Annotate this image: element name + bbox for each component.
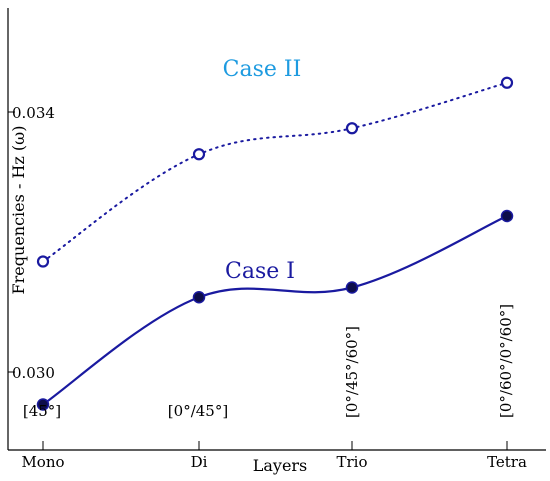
data-point-case-ii bbox=[36, 255, 50, 268]
series-lines bbox=[42, 81, 508, 406]
series-label-case-ii: Case II bbox=[223, 57, 302, 82]
data-point-case-ii bbox=[192, 148, 206, 161]
y-ticks: 0.030 0.034 bbox=[8, 104, 55, 382]
data-point-case-i bbox=[36, 398, 50, 411]
x-tick-label: Trio bbox=[336, 453, 367, 471]
x-tick-label: Mono bbox=[21, 453, 64, 471]
x-tick-label: Di bbox=[191, 453, 208, 471]
y-tick-label: 0.034 bbox=[12, 104, 55, 122]
x-tick-label: Tetra bbox=[487, 453, 527, 471]
data-point-case-ii bbox=[345, 122, 359, 135]
series-line-case-i bbox=[42, 215, 508, 406]
axes-frame bbox=[7, 8, 546, 451]
y-tick-label: 0.030 bbox=[12, 364, 55, 382]
annotation-di: [0°/45°] bbox=[168, 402, 228, 420]
annotation-tetra: [0°/60°/0°/60°] bbox=[497, 304, 515, 418]
series-label-case-i: Case I bbox=[225, 259, 295, 284]
y-axis-label: Frequencies - Hz (ω) bbox=[9, 126, 28, 295]
data-point-case-i bbox=[192, 291, 206, 304]
data-point-case-i bbox=[500, 209, 514, 223]
annotation-mono: [45°] bbox=[23, 402, 61, 420]
data-point-case-i bbox=[345, 281, 359, 294]
x-axis-label: Layers bbox=[253, 456, 308, 475]
series-points bbox=[36, 76, 514, 411]
data-point-case-ii bbox=[500, 76, 514, 89]
series-line-case-ii bbox=[42, 81, 508, 263]
annotation-trio: [0°/45°/60°] bbox=[343, 326, 361, 418]
x-ticks: Mono Di Trio Tetra bbox=[21, 441, 527, 471]
